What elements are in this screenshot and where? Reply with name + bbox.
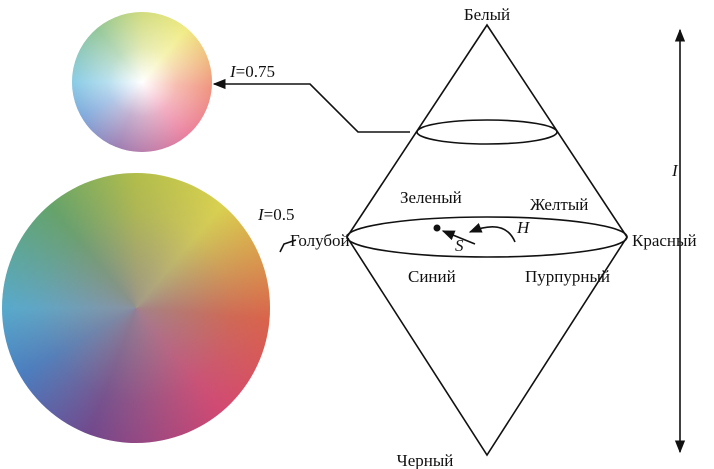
top-ellipse bbox=[416, 119, 558, 145]
color-wheel-075 bbox=[72, 12, 212, 152]
label: Голубой bbox=[290, 231, 350, 250]
cone-outline bbox=[346, 23, 628, 457]
pointer-075 bbox=[212, 78, 410, 133]
label: Зеленый bbox=[400, 188, 462, 207]
label: Черный bbox=[397, 451, 454, 469]
label: S bbox=[455, 236, 464, 255]
label: I bbox=[671, 161, 679, 180]
symbol: I bbox=[257, 205, 265, 224]
intensity-label: I=0.75 bbox=[229, 62, 275, 81]
value: =0.5 bbox=[264, 205, 295, 224]
label: Пурпурный bbox=[525, 267, 610, 286]
pointer-05 bbox=[279, 239, 297, 253]
intensity-label: I=0.5 bbox=[257, 205, 295, 224]
label: Белый bbox=[464, 5, 510, 24]
hue-arrow bbox=[468, 222, 516, 243]
label: H bbox=[516, 218, 531, 237]
color-point bbox=[433, 224, 441, 232]
label: Синий bbox=[408, 267, 456, 286]
mid-ellipse bbox=[346, 216, 628, 258]
symbol: I bbox=[229, 62, 237, 81]
label: Красный bbox=[632, 231, 697, 250]
color-wheel-05 bbox=[2, 173, 270, 443]
value: =0.75 bbox=[236, 62, 275, 81]
label: Желтый bbox=[530, 195, 588, 214]
saturation-arrow bbox=[441, 230, 476, 245]
